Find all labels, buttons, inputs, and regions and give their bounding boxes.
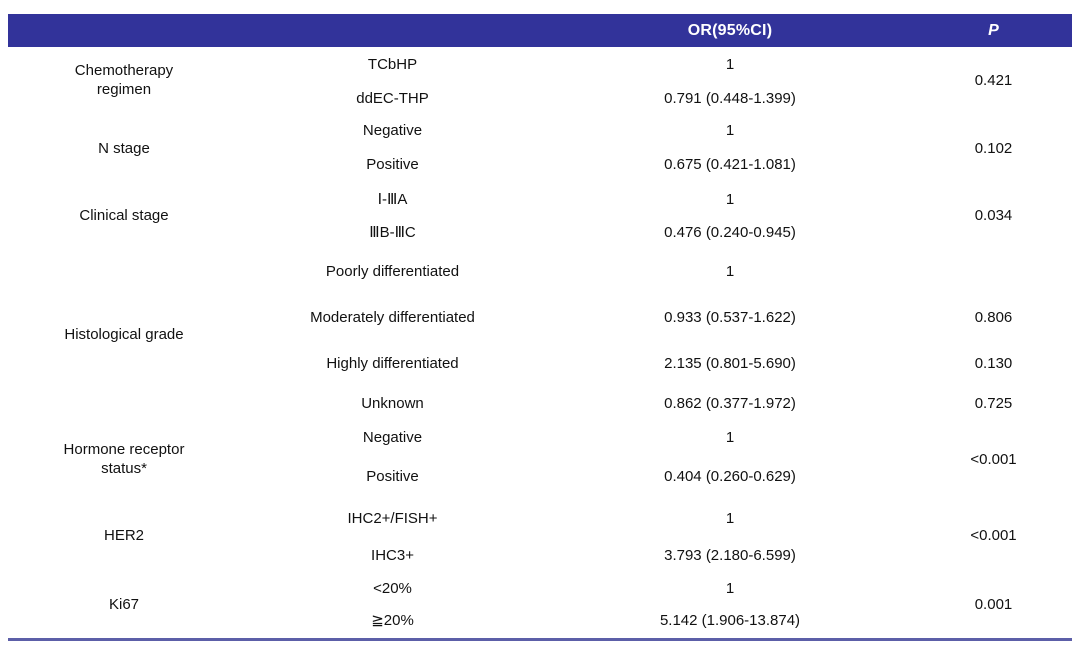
multivariate-analysis-table: OR(95%CI) P Chemotherapy regimen TCbHP 1… [8, 14, 1072, 641]
subgroup-cell: TCbHP [367, 55, 418, 73]
table-row: N stage Negative 1 0.102 [8, 115, 1072, 157]
subgroup-column-header [240, 14, 545, 47]
subgroup-cell: ≧20% [371, 611, 414, 629]
table-row: Highly differentiated 2.135 (0.801-5.690… [8, 341, 1072, 387]
subgroup-cell: Positive [366, 155, 419, 173]
subgroup-cell: Negative [362, 121, 423, 139]
or-value-cell: 1 [725, 509, 735, 527]
subgroup-cell: <20% [373, 579, 412, 597]
category-cell: HER2 [103, 526, 144, 544]
table-row: ddEC-THP 0.791 (0.448-1.399) [8, 83, 1072, 115]
or-value-cell: 2.135 (0.801-5.690) [664, 354, 796, 372]
p-value-cell: 0.001 [974, 595, 1013, 613]
or-value-cell: 0.791 (0.448-1.399) [664, 89, 796, 107]
table-row: HER2 IHC2+/FISH+ 1 <0.001 [8, 499, 1072, 544]
p-value-cell: 0.421 [974, 71, 1013, 89]
subgroup-cell: Negative [362, 428, 423, 446]
p-value-cell: 0.034 [974, 206, 1013, 224]
or-value-cell: 0.933 (0.537-1.622) [664, 308, 796, 326]
subgroup-cell: Poorly differentiated [325, 262, 460, 280]
subgroup-cell: IHC2+/FISH+ [347, 509, 438, 527]
p-value-cell: 0.725 [974, 394, 1013, 412]
table-row: Chemotherapy regimen TCbHP 1 0.421 [8, 47, 1072, 98]
table-row: Positive 0.675 (0.421-1.081) [8, 147, 1072, 183]
p-value-cell [915, 249, 1072, 295]
or-ci-column-header: OR(95%CI) [545, 14, 915, 47]
subgroup-cell: ddEC-THP [356, 89, 429, 107]
or-value-cell: 0.862 (0.377-1.972) [664, 394, 796, 412]
subgroup-cell: IHC3+ [371, 546, 414, 564]
subgroup-cell: Highly differentiated [326, 354, 459, 372]
table-row: IHC3+ 3.793 (2.180-6.599) [8, 539, 1072, 573]
table-row: Histological grade Poorly differentiated… [8, 249, 1072, 343]
category-cell: Clinical stage [79, 206, 169, 224]
subgroup-cell: Unknown [361, 394, 424, 412]
table-row: ⅢB-ⅢC 0.476 (0.240-0.945) [8, 217, 1072, 249]
or-value-cell: 0.476 (0.240-0.945) [664, 223, 796, 241]
or-value-cell: 1 [725, 55, 735, 73]
or-value-cell: 1 [725, 428, 735, 446]
table-row: ≧20% 5.142 (1.906-13.874) [8, 605, 1072, 639]
or-value-cell: 3.793 (2.180-6.599) [664, 546, 796, 564]
p-value-cell: <0.001 [970, 526, 1017, 544]
subgroup-cell: Ⅰ-ⅢA [377, 190, 408, 208]
or-value-cell: 0.675 (0.421-1.081) [664, 155, 796, 173]
table-header-row: OR(95%CI) P [8, 14, 1072, 47]
or-value-cell: 5.142 (1.906-13.874) [659, 611, 801, 629]
or-value-cell: 1 [725, 121, 735, 139]
category-cell: Hormone receptor status* [63, 441, 185, 477]
or-value-cell: 1 [725, 190, 735, 208]
or-value-cell: 1 [725, 579, 735, 597]
category-column-header [8, 14, 240, 47]
subgroup-cell: Positive [366, 467, 419, 485]
table-row: Ki67 <20% 1 0.001 [8, 573, 1072, 613]
p-value-cell: 0.130 [974, 354, 1013, 372]
category-cell: Chemotherapy regimen [74, 62, 174, 98]
category-cell: N stage [98, 139, 150, 157]
table-row: Moderately differentiated 0.933 (0.537-1… [8, 295, 1072, 341]
category-cell: Ki67 [108, 595, 140, 613]
subgroup-cell: ⅢB-ⅢC [369, 223, 416, 241]
p-column-header: P [915, 14, 1072, 47]
p-value-cell: 0.102 [974, 139, 1013, 157]
table-row: Hormone receptor status* Negative 1 <0.0… [8, 421, 1072, 477]
category-cell: Histological grade [64, 325, 184, 343]
subgroup-cell: Moderately differentiated [310, 308, 475, 326]
table-row: Positive 0.404 (0.260-0.629) [8, 455, 1072, 499]
or-value-cell: 0.404 (0.260-0.629) [664, 467, 796, 485]
table-row: Clinical stage Ⅰ-ⅢA 1 0.034 [8, 183, 1072, 224]
or-value-cell: 1 [725, 262, 735, 280]
p-value-cell: 0.806 [974, 308, 1013, 326]
p-value-cell: <0.001 [970, 450, 1017, 468]
table-row: Unknown 0.862 (0.377-1.972) 0.725 [8, 387, 1072, 421]
